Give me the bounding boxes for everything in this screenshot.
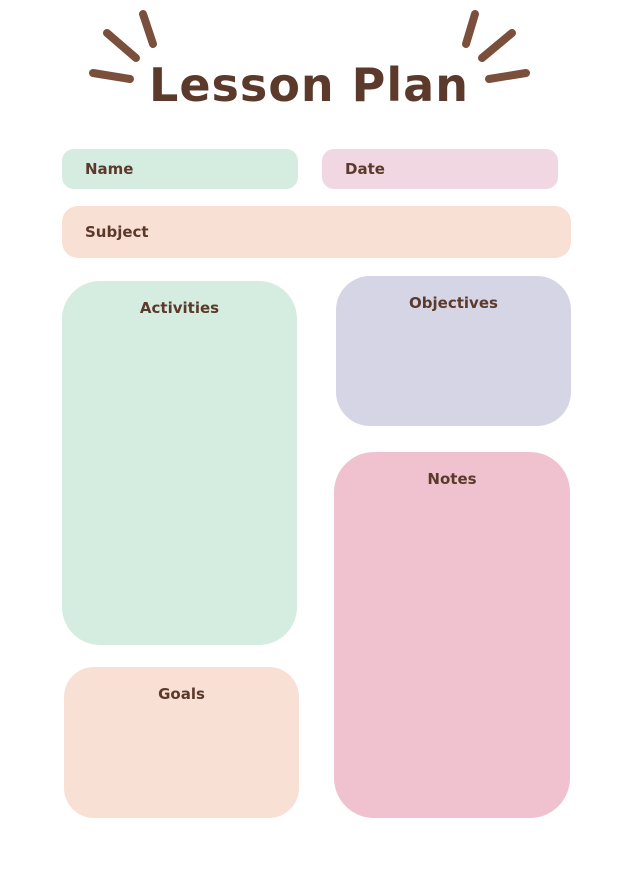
name-field[interactable]: Name (62, 149, 298, 189)
date-field[interactable]: Date (322, 149, 558, 189)
subject-field[interactable]: Subject (62, 206, 571, 258)
sunburst-strokes-icon (89, 10, 530, 83)
notes-heading: Notes (427, 470, 477, 488)
name-label: Name (85, 160, 134, 178)
activities-panel[interactable]: Activities (62, 281, 297, 645)
notes-panel[interactable]: Notes (334, 452, 570, 818)
activities-heading: Activities (139, 299, 220, 317)
date-label: Date (345, 160, 385, 178)
objectives-panel[interactable]: Objectives (336, 276, 571, 426)
goals-heading: Goals (158, 685, 205, 703)
subject-label: Subject (85, 223, 149, 241)
objectives-heading: Objectives (409, 294, 498, 312)
goals-panel[interactable]: Goals (64, 667, 299, 818)
page-title: Lesson Plan (149, 58, 469, 112)
